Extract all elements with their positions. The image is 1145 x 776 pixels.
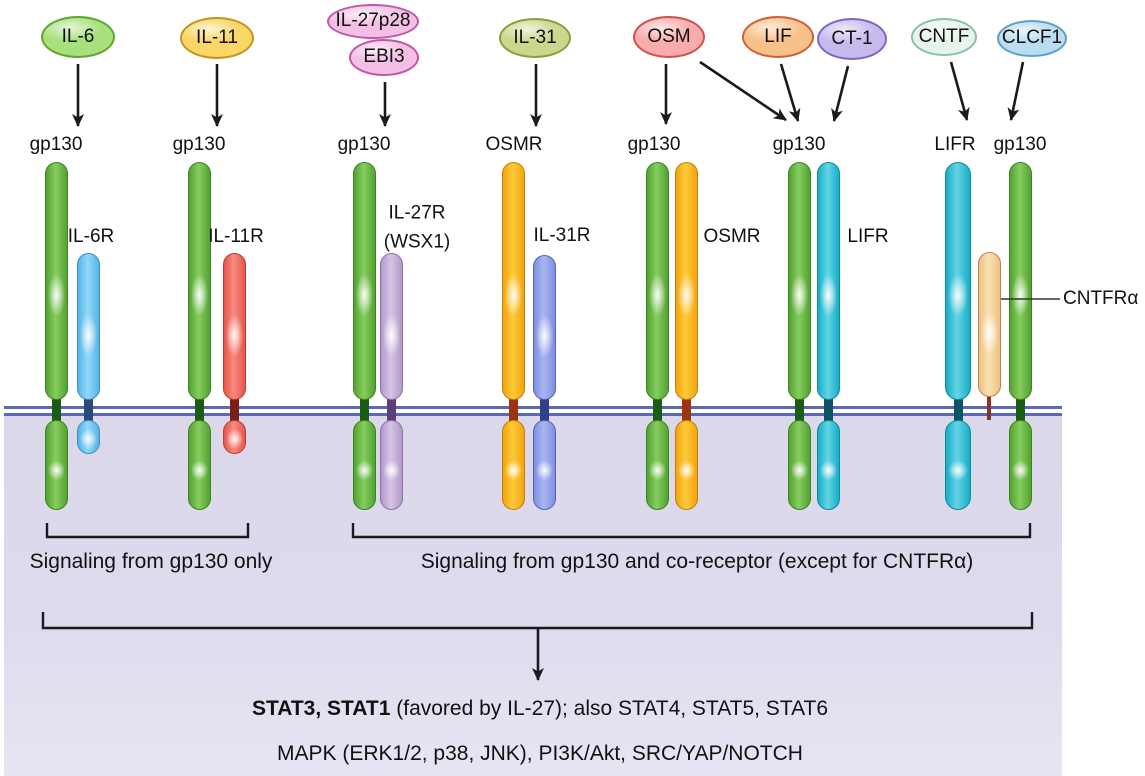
receptor-label-gp130: gp130 [337,133,391,155]
il11r-intracellular [222,420,246,454]
gp130-3-intracellular [352,420,376,510]
cytokine-arrow-7 [831,65,850,122]
il31r-extracellular [532,255,556,400]
cntfra-callout-label: CNTFRα [1063,288,1139,309]
osmr-2-intracellular [674,420,698,510]
gp130-5-intracellular [787,420,811,510]
il27r-extracellular [379,253,403,400]
il6r-tm-neck [83,396,93,423]
pathway-mapk-line: MAPK (ERK1/2, p38, JNK), PI3K/Akt, SRC/Y… [277,742,803,765]
cntfra-gpi-stalk [987,393,991,420]
cytokine-label: IL-31 [513,27,557,48]
cntfra-extracellular [977,252,1001,397]
gp130-4-extracellular [645,162,669,400]
cytokine-label: CLCF1 [1001,27,1063,48]
il11r-tm-neck [229,396,239,423]
cytokine-arrow-8 [949,61,970,121]
gp130-6-tm-neck [1015,396,1025,423]
osmr-1-extracellular [501,162,525,400]
receptor-label-gp130: gp130 [993,133,1047,155]
cytokine-osm: OSM [633,16,705,58]
gp130-6-intracellular [1008,420,1032,510]
gp130-6-extracellular [1008,162,1032,400]
receptor-label-gp130: gp130 [772,133,826,155]
cytokine-label: CT-1 [831,28,873,49]
gp130-3-extracellular [352,162,376,400]
gp130-1-tm-neck [51,396,61,423]
osmr-1-intracellular [501,420,525,510]
osmr-2-tm-neck [681,396,691,423]
gp130-5-extracellular [787,162,811,400]
receptor-label-il-31r: IL-31R [533,224,591,246]
receptor-label-lifr: LIFR [934,133,976,155]
il31r-tm-neck [539,396,549,423]
gp130-4-intracellular [645,420,669,510]
gp130-2-extracellular [187,162,211,400]
cytokine-cntf: CNTF [911,18,977,56]
cytokine-il-6: IL-6 [41,16,115,58]
receptor-label-osmr: OSMR [703,225,761,247]
il6r-intracellular [76,420,100,454]
signaling-gp130-coreceptor-label: Signaling from gp130 and co-receptor (ex… [420,550,974,573]
membrane-outer-line [4,406,1062,409]
pathway-stat-bold: STAT3, STAT1 [251,697,391,720]
osmr-1-tm-neck [508,396,518,423]
gp130-3-tm-neck [359,396,369,423]
cytokine-il-27p28: IL-27p28 [327,3,419,39]
cytokine-il-31: IL-31 [499,18,571,58]
receptor-label-il-6r: IL-6R [67,225,115,247]
gp130-4-tm-neck [652,396,662,423]
cytokine-arrow-6 [779,63,801,122]
pathway-stat-rest: (favored by IL-27); also STAT4, STAT5, S… [390,697,829,720]
receptor-label-gp130: gp130 [627,133,681,155]
pathway-stat-line: STAT3, STAT1 (favored by IL-27); also ST… [252,697,828,721]
gp130-2-tm-neck [194,396,204,423]
gp130-1-intracellular [44,420,68,510]
receptor-label-lifr: LIFR [847,225,889,247]
gp130-5-tm-neck [794,396,804,423]
lifr-2-intracellular [945,420,971,510]
cytokine-label: IL-6 [61,26,95,47]
lifr-2-extracellular [945,162,971,400]
il31r-intracellular [532,420,556,510]
membrane-inner-line [4,413,1062,416]
cytokine-clcf1: CLCF1 [997,19,1067,57]
cytokine-label: CNTF [918,26,970,47]
cytokine-arrow-9 [1007,61,1025,121]
lifr-1-intracellular [816,420,840,510]
cytokine-label: OSM [647,26,691,47]
il27r-tm-neck [386,396,396,423]
cytokine-arrow-5 [699,60,787,122]
osmr-2-extracellular [674,162,698,400]
cytokine-lif: LIF [742,16,814,58]
lifr-1-tm-neck [823,396,833,423]
cytokine-ebi3: EBI3 [349,38,419,76]
receptor-label-osmr: OSMR [485,133,543,155]
il6r-extracellular [76,253,100,400]
receptor-label-il-27r: IL-27R (WSX1) [383,202,451,253]
cytokine-ct-1: CT-1 [817,18,887,60]
gp130-1-extracellular [44,162,68,400]
cytokine-il-11: IL-11 [180,17,254,59]
il11r-extracellular [222,253,246,400]
gp130-2-intracellular [187,420,211,510]
receptor-label-il-11r: IL-11R [208,225,264,247]
lifr-1-extracellular [816,162,840,400]
cytokine-label: EBI3 [363,46,405,67]
cytokine-label: IL-11 [196,27,238,48]
cytokine-label: IL-27p28 [335,10,411,31]
signaling-gp130-only-label: Signaling from gp130 only [29,550,273,573]
receptor-label-gp130: gp130 [29,133,83,155]
receptor-label-gp130: gp130 [172,133,226,155]
lifr-2-tm-neck [953,396,963,423]
il27r-intracellular [379,420,403,510]
cytokine-label: LIF [764,26,792,47]
